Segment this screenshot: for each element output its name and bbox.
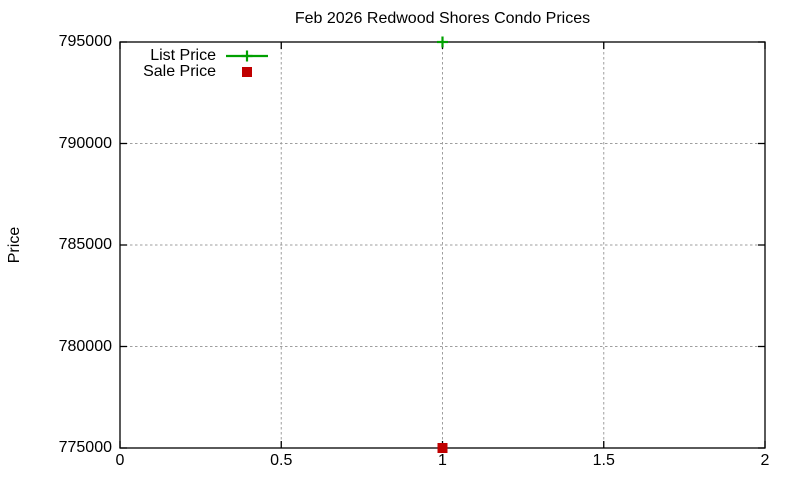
legend-entry-list-price: List Price: [138, 48, 268, 64]
x-tick-label: 2: [760, 452, 770, 469]
list-price-marker-swatch: [226, 50, 268, 62]
x-tick-label: 0.5: [270, 452, 293, 469]
x-tick-label: 0: [115, 452, 125, 469]
legend-entry-sale-price: Sale Price: [138, 64, 268, 80]
sale-price-marker-sample: [242, 67, 252, 77]
chart-title: Feb 2026 Redwood Shores Condo Prices: [294, 10, 591, 27]
y-tick-label: 775000: [58, 439, 112, 456]
y-tick-label: 780000: [58, 337, 112, 355]
y-tick-label: 795000: [58, 33, 112, 50]
x-tick-label: 1.5: [592, 452, 615, 469]
sale-price-marker-swatch: [242, 67, 252, 77]
legend-label-sale-price: Sale Price: [143, 63, 216, 80]
legend: List Price Sale Price: [138, 48, 268, 80]
data-point-sale-price: [437, 443, 448, 453]
legend-label-list-price: List Price: [150, 47, 216, 64]
y-tick-label: 785000: [58, 236, 112, 253]
x-tick-label: 1: [438, 452, 447, 469]
y-tick-label: 790000: [58, 134, 112, 152]
